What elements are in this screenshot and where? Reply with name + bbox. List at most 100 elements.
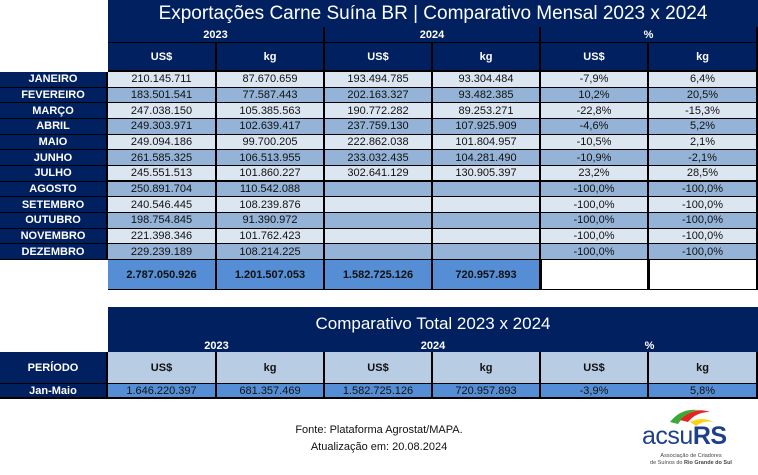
table-cell: 193.494.785 (325, 72, 433, 88)
table-cell: 105.385.563 (217, 103, 325, 119)
year-header: 2023 (108, 27, 325, 43)
table-cell: 229.239.189 (108, 244, 217, 261)
table-cell: -100,0% (649, 244, 758, 261)
unit-header: kg (217, 43, 325, 72)
period-label: Jan-Maio (0, 384, 108, 399)
table-cell: 106.513.955 (217, 150, 325, 166)
unit-header: US$ (325, 352, 433, 384)
table-cell (433, 228, 541, 245)
total-cell: 720.957.893 (433, 260, 541, 290)
table-cell: 222.862.038 (325, 134, 433, 151)
table-cell (325, 197, 433, 214)
unit-header: US$ (108, 43, 217, 72)
table-cell: -100,0% (541, 228, 649, 245)
year-header: 2023 (108, 340, 325, 352)
unit-header: kg (433, 352, 541, 384)
year-header: % (541, 27, 758, 43)
table-cell: 302.641.129 (325, 166, 433, 182)
table-cell: 183.501.541 (108, 87, 217, 104)
table-cell: 108.239.876 (217, 197, 325, 214)
table-cell: 102.639.417 (217, 119, 325, 135)
table-cell: 101.860.227 (217, 166, 325, 182)
table-cell: -100,0% (541, 213, 649, 229)
table-cell: 240.546.445 (108, 197, 217, 214)
table-cell: 198.754.845 (108, 213, 217, 229)
unit-header: kg (649, 43, 758, 72)
month-label: MARÇO (0, 103, 108, 119)
month-label: SETEMBRO (0, 197, 108, 214)
unit-header: kg (433, 43, 541, 72)
table-cell: 28,5% (649, 166, 758, 182)
year-header: 2024 (325, 340, 541, 352)
table-cell: 77.587.443 (217, 87, 325, 104)
table-cell: -10,9% (541, 150, 649, 166)
table-cell: 2,1% (649, 134, 758, 151)
table-cell: 5,2% (649, 119, 758, 135)
table-cell (433, 197, 541, 214)
table-cell: 101.762.423 (217, 228, 325, 245)
year-header: % (541, 340, 758, 352)
total-cell: 1.582.725.126 (325, 260, 433, 290)
table-cell: 93.304.484 (433, 72, 541, 88)
unit-header: US$ (108, 352, 217, 384)
table-cell: -100,0% (649, 228, 758, 245)
table-cell: 247.038.150 (108, 103, 217, 119)
table-cell: 87.670.659 (217, 72, 325, 88)
table-cell: -100,0% (649, 181, 758, 198)
table-cell: 99.700.205 (217, 134, 325, 151)
table-cell: 720.957.893 (433, 384, 541, 399)
table-cell: -15,3% (649, 103, 758, 119)
year-header: 2024 (325, 27, 541, 43)
table-cell: 107.925.909 (433, 119, 541, 135)
table-cell: -10,5% (541, 134, 649, 151)
table-cell: -7,9% (541, 72, 649, 88)
period-header: PERÍODO (0, 352, 108, 384)
table-cell: 23,2% (541, 166, 649, 182)
table-cell: 20,5% (649, 87, 758, 104)
table-cell: 110.542.088 (217, 181, 325, 198)
month-label: NOVEMBRO (0, 228, 108, 245)
total-cell: 1.201.507.053 (217, 260, 325, 290)
table-cell: 190.772.282 (325, 103, 433, 119)
monthly-table-title: Exportações Carne Suína BR | Comparativo… (108, 0, 758, 27)
logo-text-rs: RS (692, 422, 727, 450)
table-cell: 89.253.271 (433, 103, 541, 119)
unit-header: kg (649, 352, 758, 384)
table-cell: 1.646.220.397 (108, 384, 217, 399)
month-label: JANEIRO (0, 72, 108, 88)
table-cell: -22,8% (541, 103, 649, 119)
source-text: Fonte: Plataforma Agrostat/MAPA. (295, 424, 463, 436)
logo-swoosh-icon (670, 409, 714, 426)
table-cell: 250.891.704 (108, 181, 217, 198)
table-cell: 10,2% (541, 87, 649, 104)
unit-header: US$ (541, 352, 649, 384)
logo-text-acsu: acsu (642, 422, 693, 450)
table-cell (325, 244, 433, 261)
table-cell: 261.585.325 (108, 150, 217, 166)
total-cell: 2.787.050.926 (108, 260, 217, 290)
table-cell: 6,4% (649, 72, 758, 88)
table-cell: -100,0% (649, 197, 758, 214)
month-label: JULHO (0, 166, 108, 182)
month-label: FEVEREIRO (0, 87, 108, 104)
total-table-title: Comparativo Total 2023 x 2024 (108, 307, 758, 340)
table-cell: -100,0% (649, 213, 758, 229)
table-cell: 104.281.490 (433, 150, 541, 166)
table-cell: 101.804.957 (433, 134, 541, 151)
table-cell: -100,0% (541, 197, 649, 214)
update-text: Atualização em: 20.08.2024 (310, 441, 448, 453)
table-cell: -3,9% (541, 384, 649, 399)
month-label: AGOSTO (0, 181, 108, 198)
table-cell (433, 213, 541, 229)
empty-total-cell (649, 260, 758, 290)
table-cell: 249.094.186 (108, 134, 217, 151)
logo-subtitle-1: Associação de Criadores (660, 453, 722, 459)
table-cell: 108.214.225 (217, 244, 325, 261)
table-cell: 210.145.711 (108, 72, 217, 88)
table-cell: 202.163.327 (325, 87, 433, 104)
table-cell (325, 228, 433, 245)
month-label: DEZEMBRO (0, 244, 108, 261)
table-cell: -2,1% (649, 150, 758, 166)
table-cell (325, 213, 433, 229)
table-cell: 1.582.725.126 (325, 384, 433, 399)
